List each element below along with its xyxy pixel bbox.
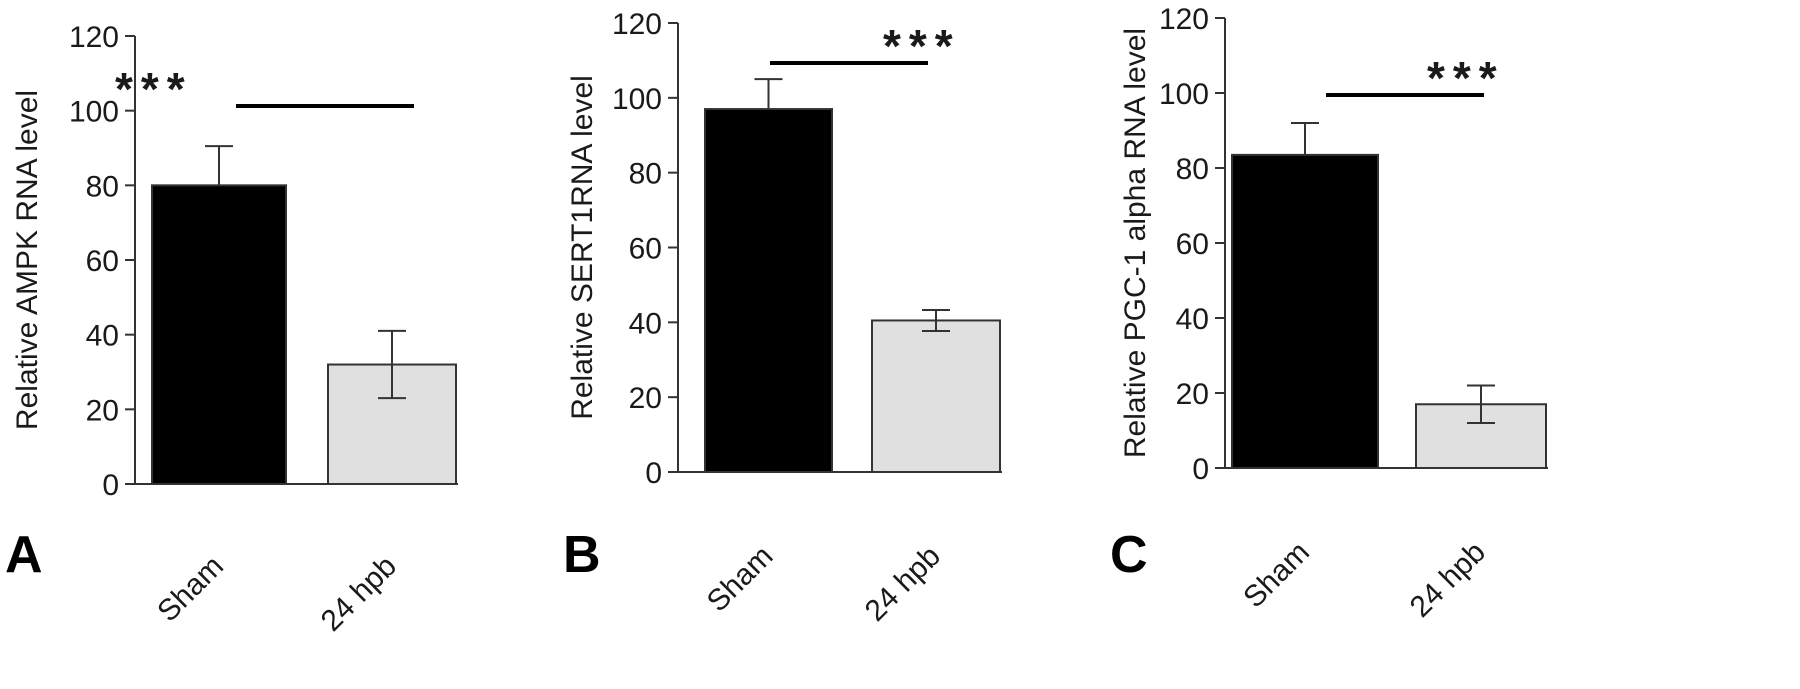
y-tick-label: 0 bbox=[102, 469, 119, 502]
bar-sham bbox=[1231, 153, 1379, 469]
y-tick-label: 20 bbox=[1176, 378, 1209, 411]
y-tick-label: 20 bbox=[86, 394, 119, 427]
category-label: Sham bbox=[1237, 536, 1316, 615]
y-tick-label: 60 bbox=[86, 245, 119, 278]
bar-sham bbox=[151, 184, 287, 485]
panel-a: 0 20 40 60 80 100 120 Relative AMPK RNA level Sh… bbox=[5, 21, 458, 638]
panel-letter: A bbox=[5, 526, 43, 584]
bar-24hpb bbox=[871, 319, 1001, 473]
y-tick-label: 100 bbox=[69, 96, 119, 129]
category-label: 24 hpb bbox=[315, 550, 403, 638]
y-tick-label: 80 bbox=[86, 170, 119, 203]
y-tick-label: 60 bbox=[1176, 228, 1209, 261]
y-tick-label: 120 bbox=[612, 8, 662, 41]
bar-sham bbox=[704, 108, 833, 474]
y-tick-label: 60 bbox=[629, 233, 662, 266]
significance-stars: *** bbox=[883, 20, 961, 72]
category-label: 24 hpb bbox=[1404, 536, 1492, 624]
y-tick-label: 0 bbox=[1192, 453, 1209, 486]
significance-stars: *** bbox=[1427, 52, 1505, 104]
category-label: Sham bbox=[701, 540, 780, 619]
category-label: 24 hpb bbox=[859, 540, 947, 628]
category-label: Sham bbox=[151, 550, 230, 629]
y-axis-label: Relative AMPK RNA level bbox=[11, 90, 44, 430]
panel-letter: C bbox=[1110, 526, 1148, 584]
panel-b: 0 20 40 60 80 100 120 Relative SERT1RNA level Sh… bbox=[563, 8, 1002, 628]
y-tick-label: 20 bbox=[629, 382, 662, 415]
significance-stars: *** bbox=[115, 63, 193, 115]
y-tick-label: 120 bbox=[1159, 3, 1209, 36]
y-axis-label: Relative PGC-1 alpha RNA level bbox=[1119, 28, 1152, 458]
y-tick-label: 40 bbox=[1176, 303, 1209, 336]
y-tick-label: 100 bbox=[612, 83, 662, 116]
y-tick-label: 100 bbox=[1159, 78, 1209, 111]
y-tick-label: 80 bbox=[629, 158, 662, 191]
y-tick-label: 40 bbox=[86, 320, 119, 353]
y-tick-label: 40 bbox=[629, 307, 662, 340]
y-tick-label: 0 bbox=[645, 457, 662, 490]
panel-letter: B bbox=[563, 526, 601, 584]
y-tick-label: 80 bbox=[1176, 153, 1209, 186]
y-axis-label: Relative SERT1RNA level bbox=[566, 75, 599, 420]
y-tick-label: 120 bbox=[69, 21, 119, 54]
